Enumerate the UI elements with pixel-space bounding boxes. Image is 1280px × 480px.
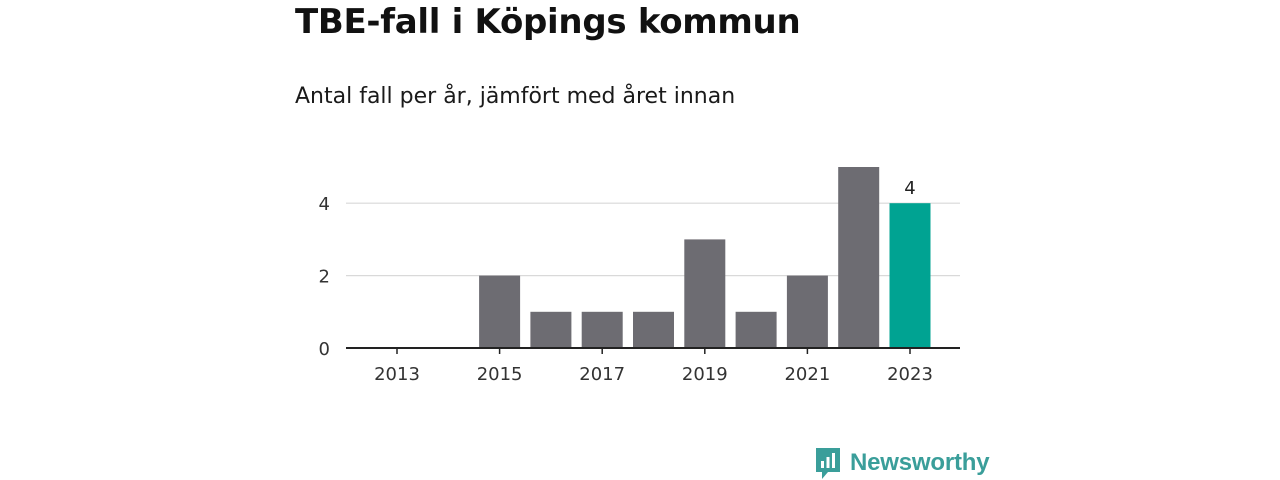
x-tick-label: 2023 [887, 364, 933, 385]
bar-2016 [530, 311, 572, 348]
data-label: 4 [904, 178, 915, 199]
chart-title: TBE-fall i Köpings kommun [295, 2, 801, 42]
brand-name: Newsworthy [850, 449, 990, 476]
x-tick-label: 2013 [374, 364, 420, 385]
x-tick-label: 2017 [579, 364, 625, 385]
bar-2019 [684, 239, 726, 348]
y-tick-label: 4 [319, 194, 330, 215]
bar-2023 [889, 203, 931, 348]
x-tick-label: 2019 [682, 364, 728, 385]
bar-2018 [633, 311, 674, 348]
bar-2022 [838, 167, 880, 348]
bar-2020 [735, 311, 777, 348]
chart-subtitle: Antal fall per år, jämfört med året inna… [295, 84, 736, 109]
newsworthy-logo: Newsworthy [814, 446, 990, 480]
bar-2015 [479, 275, 521, 348]
bar-2017 [581, 311, 623, 348]
newsworthy-icon [816, 448, 840, 479]
bar-2021 [786, 275, 828, 348]
x-tick-label: 2015 [477, 364, 523, 385]
y-tick-label: 2 [319, 267, 330, 288]
x-tick-label: 2021 [784, 364, 830, 385]
y-tick-label: 0 [319, 339, 330, 360]
